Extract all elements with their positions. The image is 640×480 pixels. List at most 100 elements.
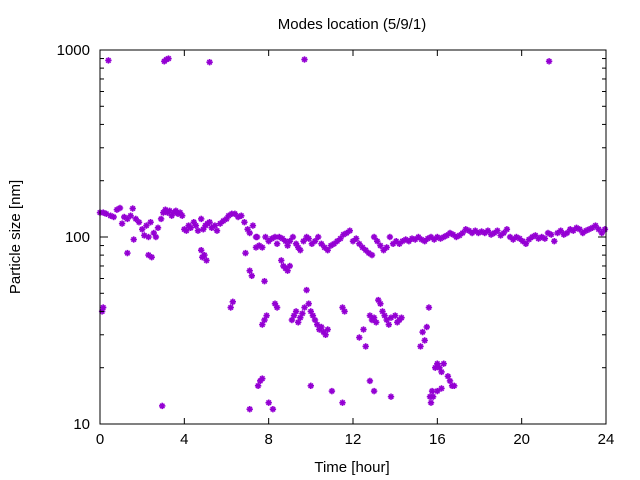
data-point <box>356 240 363 248</box>
data-point <box>383 316 390 324</box>
data-point <box>206 59 213 66</box>
y-tick-label: 10 <box>73 416 90 433</box>
data-point <box>374 237 381 245</box>
data-point <box>322 331 329 338</box>
data-point <box>300 237 307 245</box>
data-point <box>269 406 277 413</box>
data-point <box>592 222 599 229</box>
data-point <box>324 246 331 254</box>
data-point <box>551 237 558 245</box>
data-point <box>440 360 447 367</box>
data-point <box>346 227 353 234</box>
data-point <box>301 304 308 311</box>
data-point <box>206 218 213 226</box>
data-point <box>105 57 112 64</box>
data-point <box>417 343 424 350</box>
data-point <box>145 233 152 241</box>
data-point <box>248 272 256 279</box>
data-point <box>135 218 143 226</box>
data-point <box>377 242 384 249</box>
data-point <box>261 278 268 285</box>
data-point <box>419 328 426 336</box>
data-point <box>418 236 425 243</box>
y-tick-label: 100 <box>65 229 90 246</box>
data-point <box>143 222 150 229</box>
data-point <box>213 227 221 234</box>
data-point <box>278 257 285 264</box>
data-point <box>265 399 272 406</box>
data-point <box>197 246 205 254</box>
data-point <box>494 227 501 234</box>
data-point <box>154 224 162 232</box>
x-tick-label: 8 <box>264 431 272 448</box>
data-point <box>339 399 346 406</box>
data-point <box>570 227 577 234</box>
data-point <box>386 233 394 241</box>
x-tick-label: 4 <box>180 431 188 448</box>
data-point <box>503 226 511 233</box>
data-point <box>99 304 107 311</box>
data-point <box>162 206 169 213</box>
data-point <box>254 382 262 389</box>
data-point <box>190 218 198 226</box>
data-point <box>259 321 266 328</box>
x-axis-label: Time [hour] <box>314 459 389 476</box>
data-point <box>148 254 155 261</box>
x-tick-label: 0 <box>96 431 104 448</box>
x-tick-label: 12 <box>345 431 362 448</box>
data-point <box>157 215 165 223</box>
data-point <box>370 387 378 395</box>
data-point <box>197 215 205 223</box>
data-point <box>229 298 237 305</box>
data-point <box>341 308 348 315</box>
data-point <box>429 393 437 400</box>
data-point <box>165 55 172 62</box>
data-point <box>451 382 458 389</box>
data-point <box>130 236 137 243</box>
data-point <box>318 323 325 331</box>
data-point <box>438 368 445 376</box>
data-point <box>259 375 266 382</box>
data-point <box>103 210 110 218</box>
data-point <box>315 233 322 241</box>
data-point <box>246 229 253 237</box>
data-point <box>129 205 136 212</box>
data-point <box>305 300 312 307</box>
data-point <box>392 312 399 319</box>
data-point <box>192 222 200 229</box>
data-point <box>242 249 249 257</box>
data-point <box>362 343 369 350</box>
data-point <box>253 233 261 241</box>
data-point <box>434 387 441 395</box>
data-point <box>446 377 454 385</box>
data-point <box>138 226 146 233</box>
data-point <box>276 233 283 241</box>
data-point <box>160 209 167 216</box>
data-point <box>203 257 210 264</box>
data-point <box>110 213 117 221</box>
y-tick-label: 1000 <box>57 42 90 59</box>
data-point <box>118 220 126 227</box>
x-tick-label: 24 <box>598 431 615 448</box>
data-point <box>147 218 154 226</box>
data-point <box>377 300 384 307</box>
y-axis-label: Particle size [nm] <box>7 180 24 294</box>
data-point <box>299 310 306 317</box>
data-point <box>360 326 367 333</box>
data-point <box>273 304 281 311</box>
data-point <box>263 312 270 319</box>
data-point <box>425 304 433 311</box>
data-point <box>321 244 328 251</box>
data-point <box>423 323 430 331</box>
data-point <box>246 406 253 413</box>
data-point <box>576 226 583 233</box>
data-point <box>324 326 331 333</box>
data-point <box>544 229 552 237</box>
data-point <box>387 393 395 400</box>
data-point <box>194 227 202 234</box>
data-point <box>368 251 376 259</box>
data-point <box>178 212 186 219</box>
data-point <box>273 240 281 248</box>
data-point <box>286 262 293 270</box>
